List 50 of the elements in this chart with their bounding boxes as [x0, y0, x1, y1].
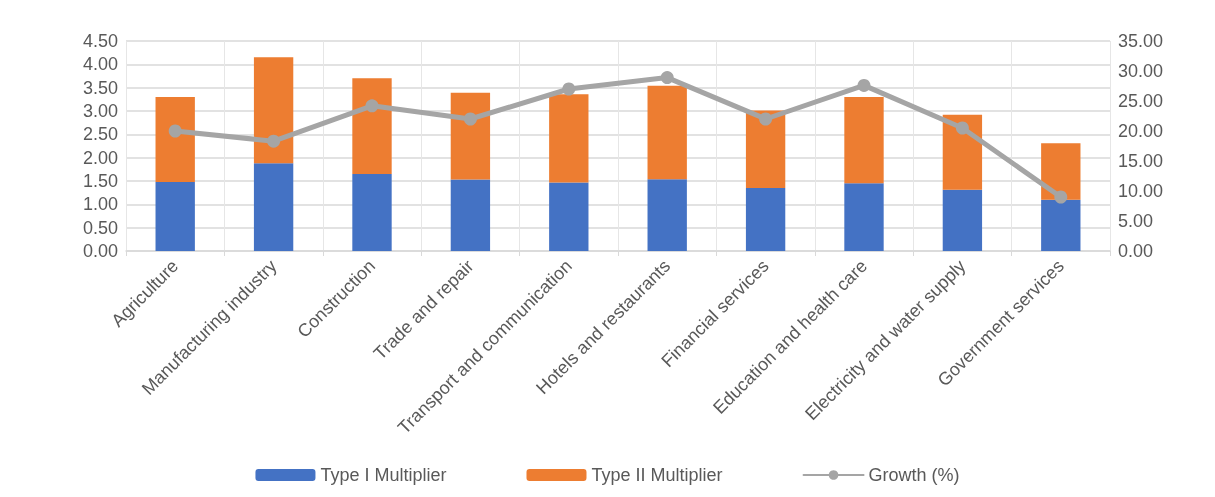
bar: [1041, 143, 1081, 200]
bar: [942, 189, 983, 251]
bar: [450, 92, 491, 180]
y-tick-label: 2.50: [82, 124, 118, 145]
y2-tick-label: 30.00: [1118, 61, 1164, 81]
y-tick-label: 1.50: [82, 171, 118, 191]
point: [1054, 190, 1068, 204]
y2-tick-label: 20.00: [1118, 121, 1164, 141]
bar: [549, 182, 589, 251]
bar: [352, 78, 392, 174]
point: [857, 78, 871, 92]
y2-tick-label: 35.00: [1118, 31, 1164, 51]
y-tick-label: 1.00: [82, 194, 118, 215]
bar: [1041, 199, 1081, 251]
point: [955, 121, 969, 135]
bar: [450, 179, 491, 251]
bar: [647, 85, 687, 180]
y2-tick-label: 5.00: [1118, 211, 1154, 231]
y-tick-label: 3.00: [82, 101, 118, 121]
point: [168, 124, 182, 138]
y-tick-label: 4.50: [82, 31, 118, 51]
point: [267, 134, 281, 148]
bar: [155, 181, 195, 251]
y-tick-label: 4.00: [82, 54, 118, 75]
point: [365, 99, 379, 113]
y-tick-label: 2.00: [82, 147, 118, 168]
legend-label: Type I Multiplier: [320, 465, 447, 485]
point: [562, 82, 576, 96]
bar: [745, 188, 786, 251]
legend-label: Type II Multiplier: [591, 465, 723, 485]
point: [660, 71, 674, 85]
y2-tick-label: 10.00: [1118, 181, 1164, 201]
y2-tick-label: 15.00: [1118, 151, 1164, 171]
bar: [844, 97, 884, 184]
bar: [253, 163, 294, 251]
y2-tick-label: 25.00: [1118, 91, 1164, 111]
bar: [647, 179, 687, 251]
legend-label: Growth (%): [868, 465, 960, 485]
y-tick-label: 0.50: [82, 217, 118, 238]
bar: [549, 94, 589, 183]
bar: [844, 183, 884, 251]
bar: [352, 174, 392, 251]
bar: [745, 110, 786, 188]
bar: [253, 57, 294, 164]
point: [463, 112, 477, 126]
y-tick-label: 3.50: [82, 77, 118, 98]
bar: [155, 97, 195, 182]
y-tick-label: 0.00: [82, 241, 118, 261]
point: [759, 112, 773, 126]
y2-tick-label: 0.00: [1118, 241, 1154, 261]
